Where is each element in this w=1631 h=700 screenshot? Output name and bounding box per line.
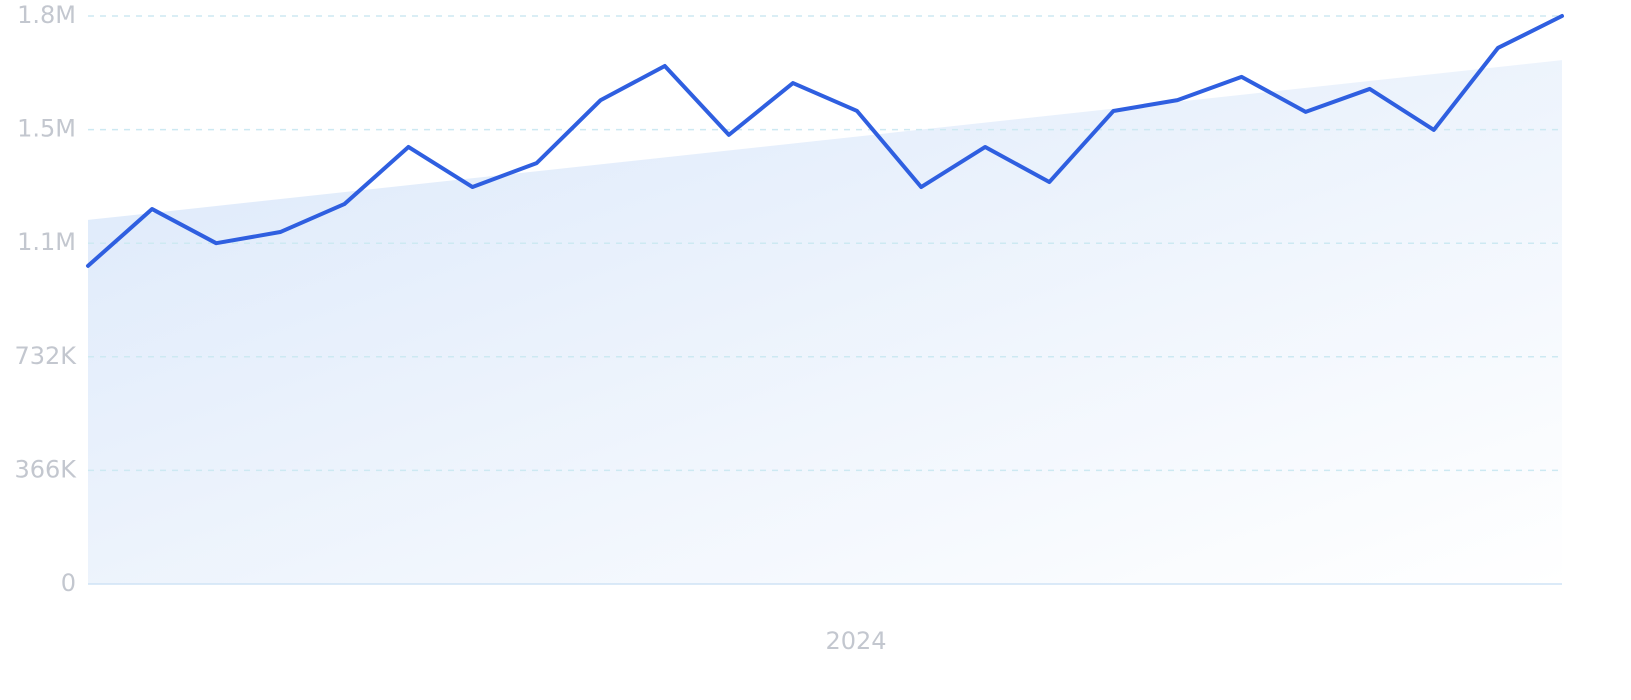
- y-tick-label: 1.8M: [17, 1, 76, 29]
- y-tick-label: 0: [61, 569, 76, 597]
- x-axis-label: 2024: [825, 627, 886, 655]
- line: [86, 14, 1564, 268]
- y-tick-label: 366K: [14, 455, 77, 483]
- y-tick-label: 1.5M: [17, 115, 76, 143]
- y-tick-label: 732K: [14, 342, 77, 370]
- trend-area: [88, 60, 1562, 584]
- y-tick-label: 1.1M: [17, 228, 76, 256]
